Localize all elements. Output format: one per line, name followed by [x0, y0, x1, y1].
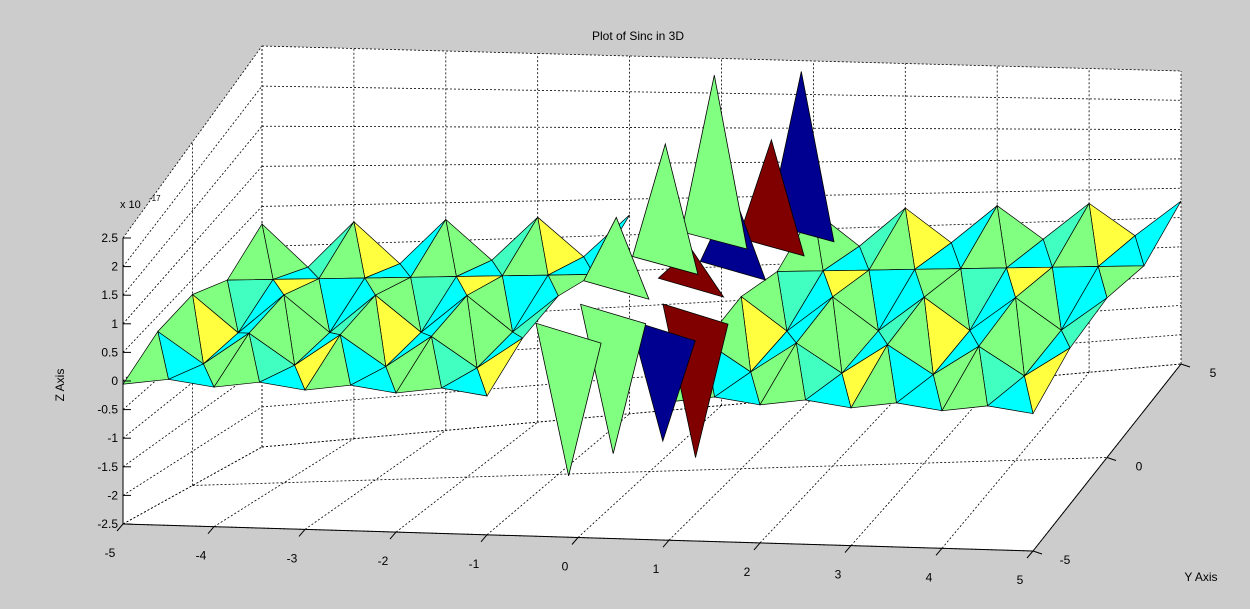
surface-facet: [167, 363, 215, 388]
x-tick-label: 5: [1017, 573, 1024, 587]
chart-title: Plot of Sinc in 3D: [592, 29, 684, 43]
left-wall-grid-z: [122, 125, 263, 296]
surface-facet: [395, 335, 442, 394]
y-tick: [1032, 550, 1043, 555]
x-tick-label: 4: [926, 570, 933, 584]
surface-facet: [941, 345, 988, 412]
z-tick-label: -1: [107, 431, 118, 445]
surface-facet: [986, 375, 1034, 415]
x-tick: [116, 523, 124, 532]
y-tick: [1180, 363, 1191, 368]
surface-facet: [349, 366, 397, 394]
z-axis-label: Z Axis: [53, 369, 67, 402]
z-tick-label: 1.5: [101, 288, 118, 302]
back-wall-grid-z: [261, 187, 1182, 207]
surface-facet: [304, 333, 351, 391]
floor-grid-x: [850, 380, 998, 546]
surface-facet: [804, 372, 852, 409]
left-wall-grid-z: [122, 206, 263, 353]
z-tick-label: -2: [107, 488, 118, 502]
z-tick-label: 2.5: [101, 231, 118, 245]
surface-facet: [895, 373, 943, 412]
x-tick: [480, 534, 488, 543]
surface-facet: [713, 371, 761, 406]
z-tick-label: -1.5: [97, 460, 118, 474]
z-exponent-base: x 10: [120, 199, 141, 211]
left-wall-grid-z: [122, 85, 263, 267]
surface-facet: [258, 364, 306, 391]
x-tick-label: 2: [744, 565, 751, 579]
x-tick-label: -4: [196, 549, 207, 563]
x-tick-label: 1: [653, 562, 660, 576]
x-tick: [571, 537, 579, 545]
x-tick: [753, 542, 761, 551]
left-wall-grid-z: [122, 45, 263, 239]
x-tick-label: -5: [105, 546, 116, 560]
back-wall-grid-z: [261, 158, 1182, 167]
y-tick-label: -5: [1060, 553, 1071, 567]
y-tick-label: 0: [1136, 460, 1143, 474]
x-tick: [1026, 550, 1034, 559]
left-wall-grid-z: [122, 166, 263, 325]
sinc-surface: [122, 71, 1182, 476]
x-tick: [389, 531, 397, 540]
surface-facet: [850, 343, 897, 409]
z-tick-label: 0.5: [101, 345, 118, 359]
left-wall-grid-z: [122, 366, 263, 468]
x-tick-label: -1: [469, 557, 480, 571]
surface-spike: [681, 75, 748, 250]
x-tick: [662, 539, 670, 548]
z-tick-label: -0.5: [97, 403, 118, 417]
z-tick-label: 2: [111, 260, 118, 274]
y-axis-label: Y Axis: [1184, 570, 1217, 584]
y-tick: [1106, 457, 1117, 461]
back-wall-grid-z: [261, 85, 1182, 101]
surface-spike: [583, 216, 650, 300]
x-tick: [298, 529, 306, 537]
x-tick-label: -2: [378, 554, 389, 568]
back-wall-grid-z: [261, 45, 1182, 72]
x-tick: [207, 526, 215, 535]
surface-spike: [738, 138, 805, 257]
x-tick-label: -3: [287, 551, 298, 565]
z-tick-label: 1: [111, 317, 118, 331]
x-tick-label: 3: [835, 568, 842, 582]
floor: [123, 364, 1181, 551]
x-tick: [935, 547, 943, 556]
surface-spike: [535, 322, 602, 476]
surface-facet: [122, 330, 169, 385]
tick-labels: -5 -4 -3 -2 -1 0 1 2 3 4 5 -5 0 5 -2.5 -2 -1.5 -1 -0.5 0 0.5…: [97, 231, 1216, 587]
left-wall-grid-z: [122, 446, 263, 525]
z-exponent-power: -17: [149, 194, 161, 203]
surface-facet: [213, 332, 260, 388]
surface-facet: [440, 367, 488, 397]
back-wall-grid-z: [261, 217, 1182, 247]
z-tick-label: 0: [111, 374, 118, 388]
floor-grid-y: [192, 457, 1108, 486]
x-tick-label: 0: [562, 560, 569, 574]
surface-spike: [629, 319, 696, 443]
back-wall-grid-z: [261, 125, 1182, 131]
surface-spike: [632, 142, 699, 275]
surface-facet: [759, 341, 806, 406]
z-tick-label: -2.5: [97, 517, 118, 531]
floor-grid-x: [395, 421, 538, 533]
left-wall-grid-z: [122, 406, 263, 496]
x-tick: [844, 545, 852, 553]
y-tick-label: 5: [1210, 366, 1217, 380]
floor-grid-x: [304, 430, 447, 530]
floor-grid-x: [213, 438, 355, 528]
